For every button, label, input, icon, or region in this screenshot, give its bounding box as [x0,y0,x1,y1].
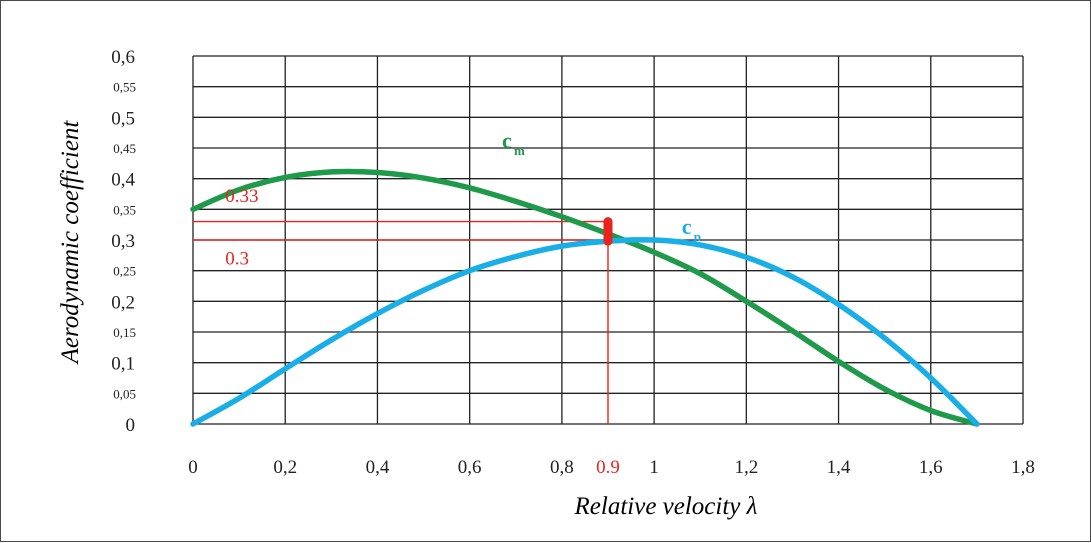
y-tick-label: 0,1 [111,354,135,375]
y-axis-label: Aerodynamic coefficient [57,120,84,366]
series-label-cp: c [682,214,692,239]
series-label-cm: c [502,128,512,153]
y-tick-label: 0,3 [111,231,135,252]
y-tick-label: 0,6 [111,47,135,68]
x-tick-label: 1 [649,457,659,478]
x-tick-label: 1,4 [827,457,851,478]
y-tick-label: 0,15 [113,325,136,340]
annotations: c mc p0.330.30.9 [225,128,701,478]
x-tick-labels: 0 0,2 0,4 0,6 0,8 1 1,2 1,4 1,6 1,8 [188,457,1035,478]
series-label-sub-cm: m [514,143,525,158]
series-label-sub-cp: p [694,229,701,244]
x-tick-label: 0,4 [366,457,390,478]
series-line-cp [190,237,980,427]
x-marker-label: 0.9 [596,457,620,478]
y-tick-labels: 0 0,05 0,1 0,15 0,2 0,25 0,3 0,35 0,4 0,45 0,5 0,55… [111,47,136,436]
x-axis-label: Relative velocity λ [574,493,758,520]
x-tick-label: 0,6 [458,457,482,478]
reference-label: 0.33 [225,186,258,207]
y-tick-label: 0,2 [111,292,135,313]
y-tick-label: 0,25 [113,264,136,279]
x-tick-label: 0,2 [273,457,297,478]
x-tick-label: 0,8 [550,457,574,478]
y-tick-label: 0,35 [113,202,136,217]
x-tick-label: 1,6 [919,457,943,478]
y-tick-label: 0,05 [113,386,136,401]
y-tick-label: 0,4 [111,170,135,191]
y-tick-label: 0,55 [113,80,136,95]
reference-lines [193,220,609,424]
y-tick-label: 0 [126,415,136,436]
reference-label: 0.3 [225,249,249,270]
x-tick-label: 0 [188,457,198,478]
y-tick-label: 0,5 [111,108,135,129]
series-line-cm [190,168,980,427]
x-tick-label: 1,2 [734,457,758,478]
series-lines [190,168,980,427]
y-tick-label: 0,45 [113,141,136,156]
x-tick-label: 1,8 [1011,457,1035,478]
